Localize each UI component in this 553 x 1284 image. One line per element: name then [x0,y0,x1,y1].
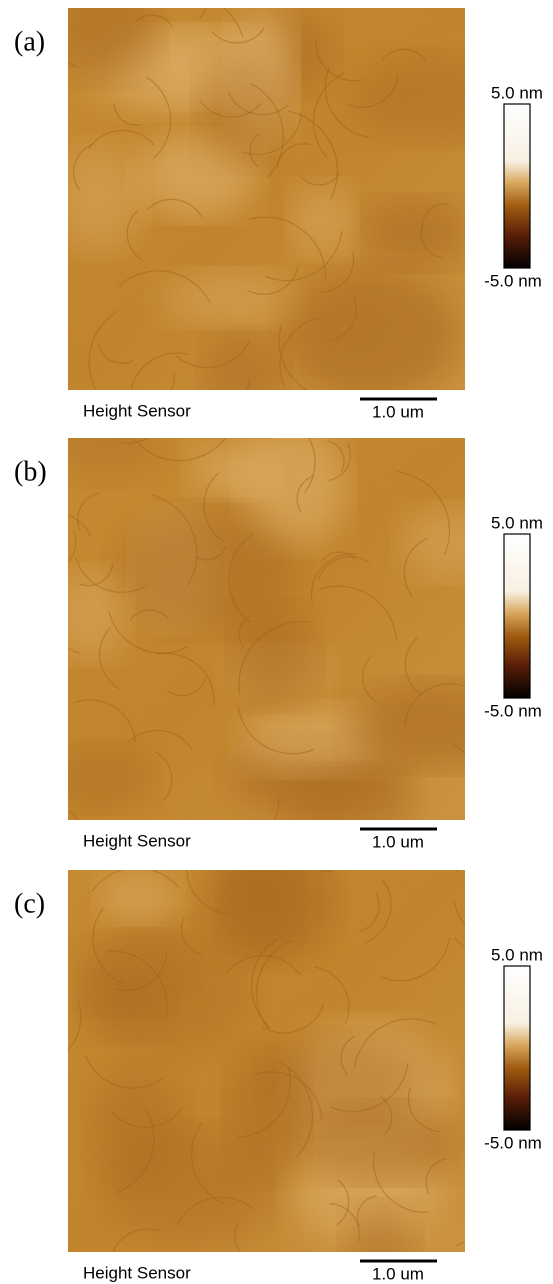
scale-bar-label: 1.0 um [372,832,424,851]
panel: (c) Height Sensor 1.0 um 5.0 nm -5.0 nm [14,838,543,1284]
afm-image [42,0,519,431]
scale-bar-label: 1.0 um [372,1264,424,1283]
panel: (a) Height Sensor 1.0 um 5.0 nm -5.0 nm [14,0,543,431]
panel-label: (b) [14,456,47,487]
panel: (b) Height Sensor 1.0 um 5.0 nm -5.0 nm [14,380,543,889]
colorbar [504,104,530,268]
colorbar-max: 5.0 nm [491,83,543,102]
image-grain [68,8,465,390]
figure: (a) Height Sensor 1.0 um 5.0 nm -5.0 nm (b) He… [0,0,553,1284]
panel-label: (a) [14,26,45,57]
image-caption: Height Sensor [83,401,191,420]
image-caption: Height Sensor [83,831,191,850]
colorbar [504,966,530,1130]
colorbar-min: -5.0 nm [484,701,542,720]
afm-image [24,380,520,889]
colorbar [504,534,530,698]
colorbar-max: 5.0 nm [491,513,543,532]
terrace-step [185,819,218,830]
panel-label: (c) [14,888,45,919]
scale-bar-label: 1.0 um [372,402,424,421]
image-grain [68,870,465,1252]
image-grain [68,438,465,820]
terrace-step [299,839,333,871]
terrace-step [431,842,457,871]
colorbar-min: -5.0 nm [484,1133,542,1152]
terrace-step [454,902,537,947]
afm-image [38,838,537,1284]
colorbar-min: -5.0 nm [484,271,542,290]
image-caption: Height Sensor [83,1263,191,1282]
colorbar-max: 5.0 nm [491,945,543,964]
